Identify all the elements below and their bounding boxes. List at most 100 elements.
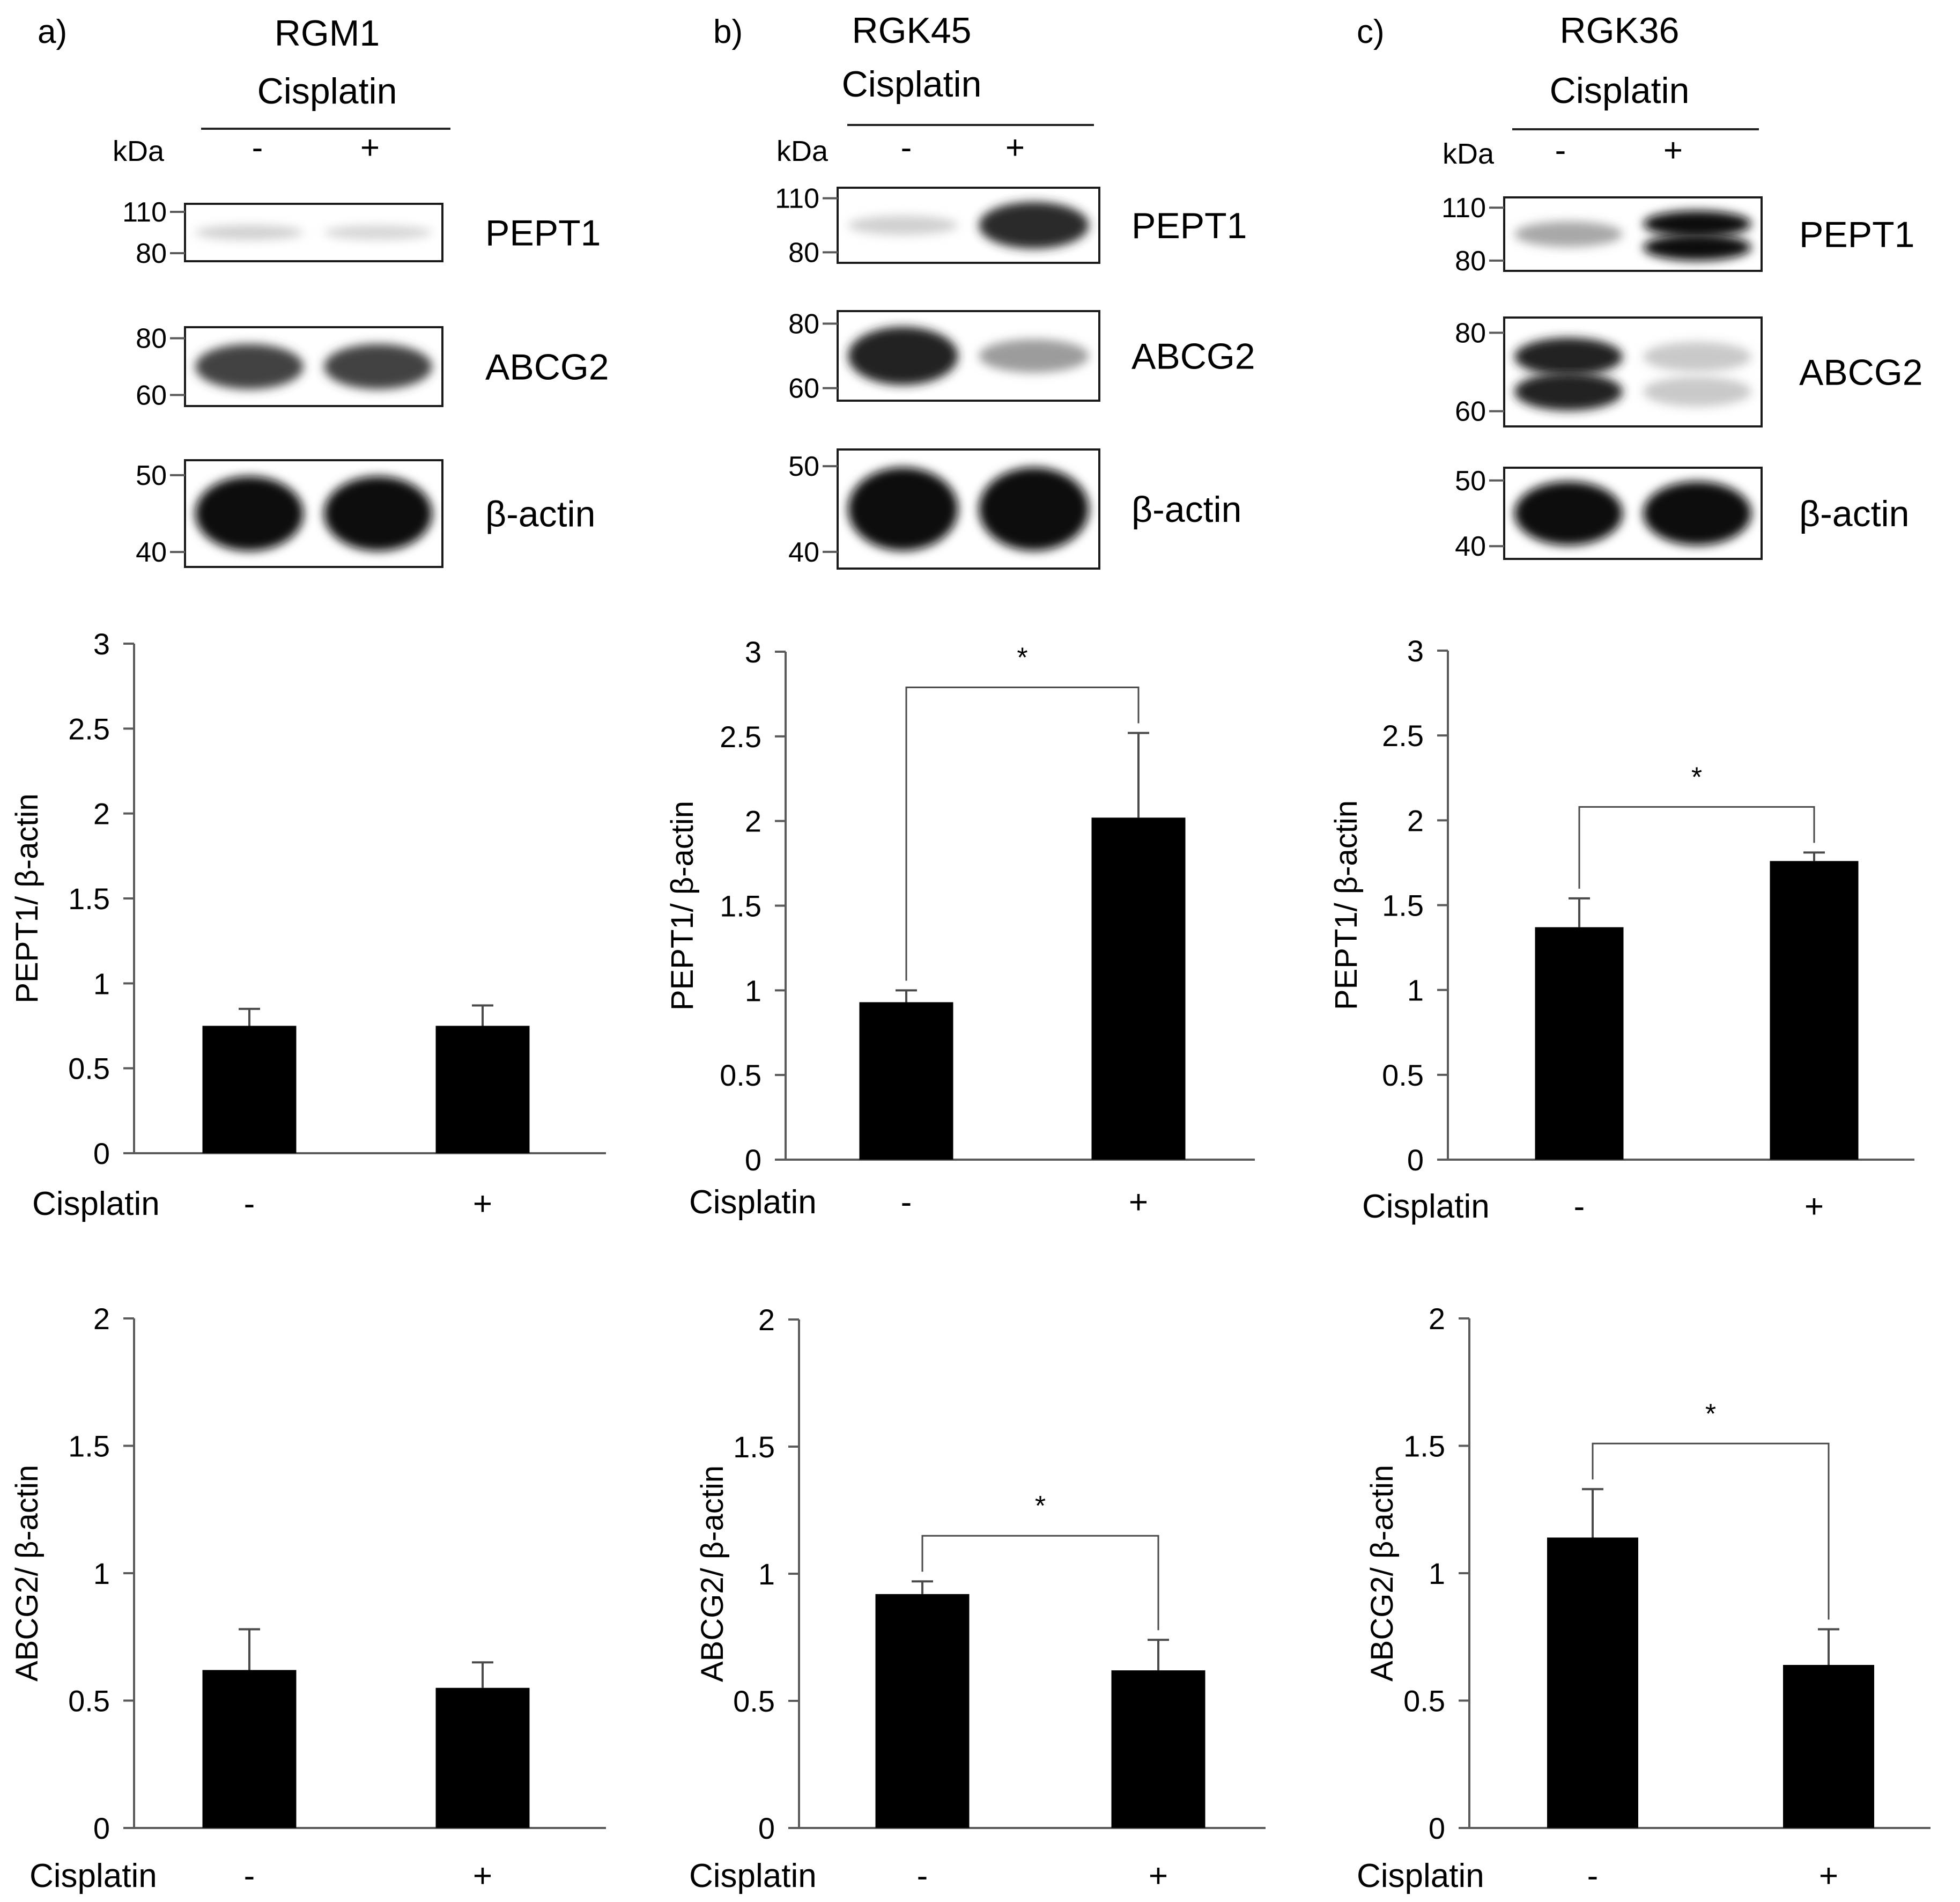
category-label: + [1819,1857,1838,1894]
category-label: - [1587,1857,1599,1894]
blot-abcg2: 80 60 ABCG2 [136,323,609,411]
y-tick-label: 2.5 [1382,719,1424,753]
protein-band [324,476,432,551]
lane-label: - [252,129,263,166]
blot-actin: 50 40 β-actin [136,459,595,568]
significance-bracket [905,687,1140,981]
y-tick-label: 0.5 [68,1052,110,1086]
marker-label: 80 [1455,318,1486,349]
y-axis-label: PEPT1/ β-actin [10,793,45,1003]
protein-band [1643,481,1751,545]
lane-label: - [1555,132,1566,169]
protein-band [195,476,304,551]
protein-band [1514,221,1623,247]
protein-band [848,467,958,551]
y-tick-label: 1.5 [68,1429,110,1463]
protein-label: β-actin [1799,493,1909,534]
marker-label: 80 [788,308,819,340]
chart-a-abcg2: 0 0.5 1 1.5 2 ABCG2/ β-actin Cisplatin - + [10,1302,606,1894]
blot-pept1: 110 80 PEPT1 [775,183,1247,269]
marker-label: 40 [1455,531,1486,562]
significance-bracket [921,1535,1159,1631]
y-tick-label: 0.5 [68,1684,110,1718]
y-tick-label: 0.5 [1403,1684,1445,1718]
y-axis-label: ABCG2/ β-actin [1365,1465,1400,1682]
x-axis-label: Cisplatin [29,1857,157,1894]
protein-label: ABCG2 [1131,336,1255,377]
y-axis-label: PEPT1/ β-actin [1329,800,1364,1010]
lane-label: - [901,129,912,166]
y-tick-label: 0 [93,1811,110,1845]
marker-label: 40 [788,537,819,568]
chart-c-abcg2: 0 0.5 1 1.5 2 ABCG2/ β-actin Cisplatin - + * [1357,1302,1931,1894]
x-axis-label: Cisplatin [689,1184,817,1221]
bar-control [875,1594,970,1828]
y-axis-label: ABCG2/ β-actin [10,1465,45,1682]
kda-label: kDa [113,135,165,167]
marker-label: 80 [136,238,167,269]
y-tick-label: 0.5 [1382,1058,1424,1092]
protein-label: PEPT1 [485,213,601,254]
y-tick-label: 1.5 [1403,1429,1445,1463]
kda-label: kDa [776,135,829,167]
treatment-label: Cisplatin [257,71,397,112]
y-tick-label: 2.5 [720,720,761,754]
treatment-label: Cisplatin [842,64,982,105]
protein-label: β-actin [485,494,595,535]
category-label: + [473,1185,492,1222]
significance-marker: * [1705,1398,1716,1429]
protein-band [324,225,432,240]
blot-abcg2: 80 60 ABCG2 [1455,316,1923,427]
marker-label: 40 [136,537,167,568]
marker-label: 60 [788,373,819,404]
y-tick-label: 2 [745,805,761,838]
protein-label: ABCG2 [1799,352,1923,393]
y-axis-label: ABCG2/ β-actin [695,1465,730,1682]
category-label: - [917,1857,928,1894]
y-tick-label: 1.5 [68,882,110,916]
y-tick-label: 2 [1429,1302,1445,1336]
treatment-label: Cisplatin [1550,70,1690,111]
protein-label: PEPT1 [1799,215,1914,255]
y-tick-label: 2 [93,1302,110,1336]
marker-label: 60 [136,380,167,411]
category-label: - [244,1185,255,1222]
y-axis-label: PEPT1/ β-actin [665,801,700,1011]
x-axis-label: Cisplatin [689,1857,817,1894]
bar-cisplatin [1091,817,1186,1160]
panel-letter: b) [713,13,743,50]
category-label: + [473,1857,492,1894]
y-tick-label: 0 [1407,1143,1424,1177]
y-tick-label: 0.5 [733,1684,775,1718]
protein-band [979,202,1089,249]
x-axis-label: Cisplatin [32,1185,160,1222]
category-label: + [1129,1184,1148,1221]
x-axis-label: Cisplatin [1357,1857,1484,1894]
significance-bracket [1578,806,1815,889]
marker-label: 80 [136,323,167,355]
chart-b-abcg2: 0 0.5 1 1.5 2 ABCG2/ β-actin Cisplatin - + * [689,1303,1266,1894]
bar-control [859,1002,953,1160]
protein-band [1514,372,1623,411]
protein-band [195,344,304,389]
marker-label: 110 [122,197,167,228]
y-tick-label: 3 [1407,634,1424,668]
lane-label: + [1005,129,1025,166]
protein-band [848,215,958,235]
y-tick-label: 2 [758,1303,775,1337]
blot-abcg2: 80 60 ABCG2 [788,308,1255,404]
bar-control [1535,927,1624,1160]
chart-b-pept1: 0 0.5 1 1.5 2 2.5 3 PEPT1/ β-actin Cisplatin - + * [665,635,1255,1221]
marker-label: 80 [1455,246,1486,277]
panel-letter: c) [1357,13,1385,50]
y-tick-label: 0 [745,1143,761,1177]
y-tick-label: 3 [745,635,761,669]
y-tick-label: 3 [93,627,110,661]
blot-pept1: 110 80 PEPT1 [122,197,601,269]
protein-band [1514,481,1623,545]
y-tick-label: 1.5 [733,1430,775,1464]
y-tick-label: 1 [758,1557,775,1591]
protein-label: β-actin [1131,489,1241,530]
protein-band [979,339,1089,373]
y-tick-label: 1 [93,1557,110,1590]
